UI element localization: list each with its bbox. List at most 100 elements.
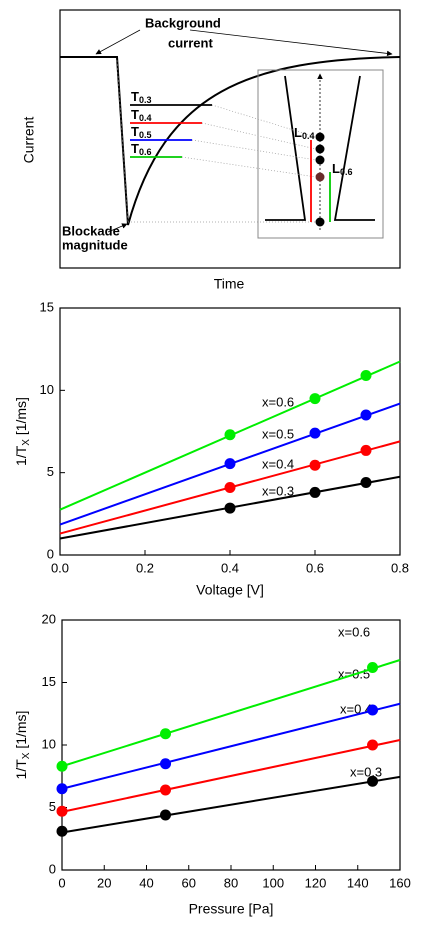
- fit-line: [61, 775, 401, 834]
- length-label-main: L: [294, 125, 302, 140]
- x-tick-label: 0.0: [51, 560, 69, 575]
- data-point: [224, 502, 236, 514]
- arrow: [107, 223, 128, 233]
- series-label: x=0.3: [262, 483, 294, 498]
- data-point: [56, 760, 68, 772]
- data-point: [56, 805, 68, 817]
- particle: [315, 217, 325, 227]
- threshold-label-main: T: [131, 107, 139, 122]
- series-label: x=0.6: [338, 624, 370, 639]
- length-label-main: L: [332, 161, 340, 176]
- x-tick-label: 0.6: [306, 560, 324, 575]
- threshold-label-sub: 0.3: [139, 95, 152, 105]
- data-point: [309, 427, 321, 439]
- schematic: Background current Blockade magnitude Cu…: [21, 9, 401, 292]
- nanopore: [265, 75, 375, 221]
- y-axis-label-sub: X: [21, 752, 32, 759]
- x-axis-label: Pressure [Pa]: [189, 901, 274, 917]
- particle: [315, 172, 325, 182]
- y-axis-label: 1/TX [1/ms]: [13, 711, 32, 780]
- x-tick-label: 60: [182, 875, 196, 890]
- x-tick-label: 0.2: [136, 560, 154, 575]
- particle: [315, 132, 325, 142]
- data-point: [160, 728, 172, 740]
- data-point: [360, 409, 372, 421]
- data-point: [309, 459, 321, 471]
- data-point: [224, 481, 236, 493]
- data-point: [367, 739, 379, 751]
- x-axis-label: Time: [214, 276, 245, 292]
- data-point: [56, 783, 68, 795]
- background-label: Background: [145, 15, 221, 30]
- threshold-label-main: T: [131, 89, 139, 104]
- y-tick-label: 15: [42, 674, 56, 689]
- length-label-sub: 0.4: [302, 131, 315, 141]
- blockade-label: magnitude: [62, 237, 128, 252]
- schematic-frame: [59, 9, 401, 269]
- arrow: [189, 29, 393, 57]
- guide: [211, 104, 317, 138]
- threshold-label-sub: 0.5: [139, 130, 152, 140]
- threshold-label-main: T: [131, 141, 139, 156]
- fit-line: [61, 659, 401, 768]
- y-tick-label: 10: [42, 736, 56, 751]
- x-tick-label: 40: [139, 875, 153, 890]
- series-label: x=0.5: [262, 426, 294, 441]
- guide: [191, 139, 317, 161]
- series-label: x=0.6: [262, 394, 294, 409]
- data-point: [309, 486, 321, 498]
- threshold-label-sub: 0.6: [139, 147, 152, 157]
- background-label: current: [168, 35, 213, 50]
- x-tick-label: 0: [58, 875, 65, 890]
- x-tick-label: 20: [97, 875, 111, 890]
- data-point: [360, 370, 372, 382]
- y-axis-label: Current: [21, 117, 37, 164]
- y-axis-label-unit: [1/ms]: [13, 397, 29, 439]
- particle: [315, 155, 325, 165]
- current-trace: [60, 56, 401, 226]
- series-label: x=0.3: [350, 764, 382, 779]
- fit-line: [61, 739, 401, 813]
- x-tick-label: 140: [347, 875, 369, 890]
- length-label: L0.6: [332, 161, 352, 177]
- data-point: [56, 825, 68, 837]
- data-point: [160, 809, 172, 821]
- guide: [116, 59, 129, 223]
- x-tick-label: 120: [305, 875, 327, 890]
- data-point: [160, 758, 172, 770]
- y-axis-label-main: 1/T: [13, 445, 29, 466]
- y-axis-label: 1/TX [1/ms]: [13, 397, 32, 466]
- x-tick-label: 80: [224, 875, 238, 890]
- threshold-label: T0.5: [131, 124, 151, 140]
- arrow: [95, 29, 141, 55]
- y-axis-label-unit: [1/ms]: [13, 711, 29, 753]
- data-point: [367, 775, 379, 787]
- y-tick-label: 0: [47, 546, 54, 561]
- threshold-label: T0.3: [131, 89, 151, 105]
- inset-frame: [257, 69, 384, 239]
- particle: [315, 144, 325, 154]
- data-point: [367, 662, 379, 673]
- y-axis-label-sub: X: [21, 439, 32, 446]
- data-point: [360, 444, 372, 456]
- fit-line: [61, 702, 401, 790]
- y-axis-label-main: 1/T: [13, 759, 29, 780]
- y-tick-label: 5: [49, 799, 56, 814]
- threshold-label: T0.6: [131, 141, 151, 157]
- x-tick-label: 160: [389, 875, 411, 890]
- x-tick-label: 0.8: [391, 560, 409, 575]
- length-label-sub: 0.6: [340, 167, 353, 177]
- threshold-label-main: T: [131, 124, 139, 139]
- y-tick-label: 10: [40, 382, 54, 397]
- data-point: [224, 429, 236, 441]
- y-tick-label: 15: [40, 299, 54, 314]
- data-point: [160, 784, 172, 796]
- x-tick-label: 100: [262, 875, 284, 890]
- threshold-label: T0.4: [131, 107, 151, 123]
- schematic-levels: T0.3T0.4T0.5T0.6L0.4L0.6: [130, 89, 352, 222]
- series-label: x=0.4: [262, 456, 294, 471]
- threshold-label-sub: 0.4: [139, 113, 152, 123]
- x-axis-label: Voltage [V]: [196, 582, 264, 598]
